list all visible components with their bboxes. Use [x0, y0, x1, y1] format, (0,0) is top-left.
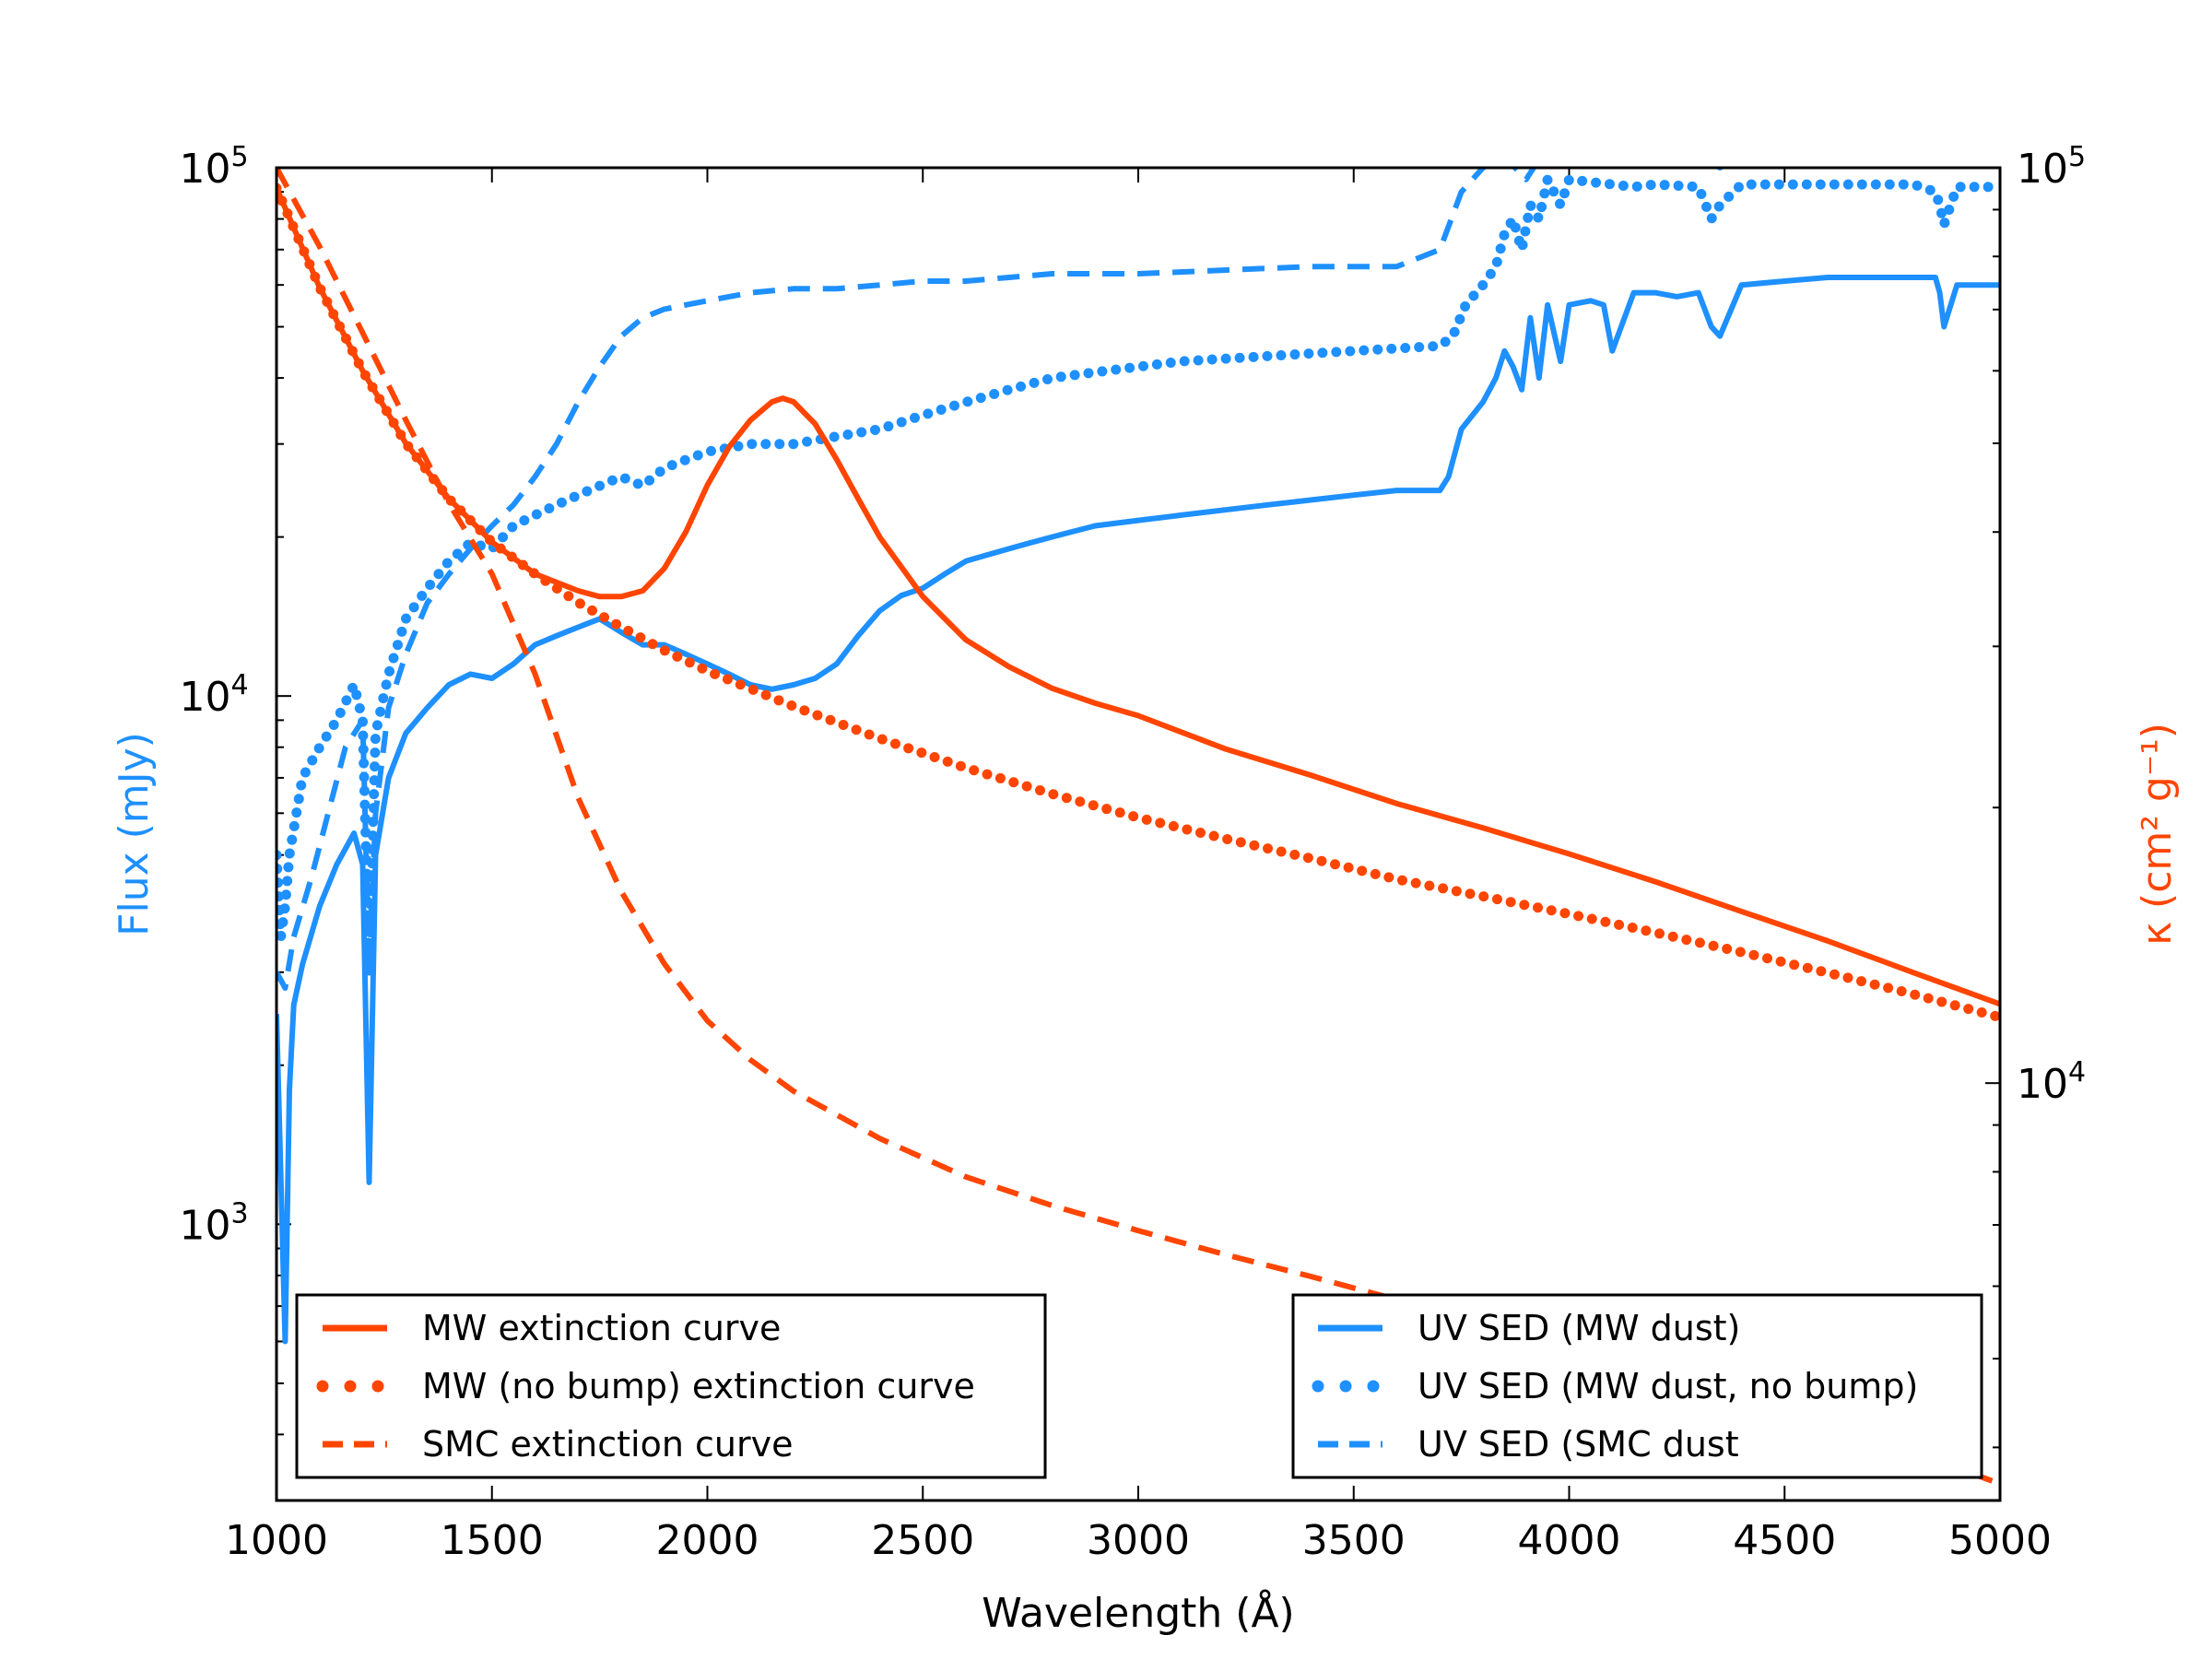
legend-label-sed-smc: UV SED (SMC dust: [1418, 1424, 1739, 1465]
y-tick-label-left-1000: 103: [179, 1197, 248, 1249]
y-axis-title-left: Flux (mJy): [111, 732, 158, 936]
x-tick-label-5000: 5000: [1948, 1517, 2052, 1564]
y-tick-label-exp: 5: [2068, 141, 2086, 173]
y-tick-label-base: 10: [179, 674, 230, 721]
x-tick-label-2500: 2500: [871, 1517, 974, 1564]
y-tick-label-exp: 4: [2068, 1056, 2086, 1088]
legend-extinction: MW extinction curve MW (no bump) extinct…: [295, 1293, 1047, 1479]
legend-label-sed-mw-nobump: UV SED (MW dust, no bump): [1418, 1366, 1918, 1406]
flux-series-uv-sed-smc-dust: [276, 168, 1726, 991]
x-axis-title-text: Wavelength (Å): [982, 1588, 1294, 1637]
legend-label-mw-extinction: MW extinction curve: [422, 1308, 781, 1348]
y-axis-title-right: κ (cm² g⁻¹): [2134, 723, 2181, 946]
y-tick-label-base: 10: [2017, 1061, 2068, 1108]
x-tick-label-1000: 1000: [225, 1517, 328, 1564]
legend-label-sed-mw: UV SED (MW dust): [1418, 1308, 1740, 1348]
y-tick-label-left-100000: 105: [179, 141, 248, 193]
legend-sed: UV SED (MW dust) UV SED (MW dust, no bum…: [1291, 1293, 1983, 1479]
y-axis-title-left-text: Flux (mJy): [111, 732, 158, 936]
legend-label-smc-extinction: SMC extinction curve: [422, 1424, 794, 1465]
flux-series-uv-sed-mw-dust-no-bump: [276, 174, 2000, 978]
x-tick-label-4000: 4000: [1518, 1517, 1621, 1564]
plot-frame: [275, 166, 2002, 1502]
y-tick-label-base: 10: [179, 1202, 230, 1249]
x-tick-label-2000: 2000: [656, 1517, 759, 1564]
x-tick-label-4500: 4500: [1733, 1517, 1836, 1564]
kappa-series-mw-no-bump-extinction-curve: [276, 182, 2000, 1023]
x-tick-label-3000: 3000: [1087, 1517, 1190, 1564]
ticks-layer: 1000 1500 2000 2500 3000 3500 4000 4500 50001031…: [179, 141, 2086, 1564]
plot-background: [276, 168, 2000, 1500]
y-tick-label-base: 10: [179, 146, 230, 193]
x-tick-label-3500: 3500: [1302, 1517, 1406, 1564]
y-tick-label-right-100000: 105: [2017, 141, 2086, 193]
y-tick-label-right-10000: 104: [2017, 1056, 2086, 1108]
x-axis-title: Wavelength (Å): [982, 1588, 1294, 1637]
legend-label-mw-nobump-extinction: MW (no bump) extinction curve: [422, 1366, 975, 1406]
legend-extinction-box: [295, 1293, 1047, 1479]
series-layer: [276, 168, 2000, 1487]
y-tick-label-exp: 5: [230, 141, 248, 173]
y-tick-label-base: 10: [2017, 146, 2068, 193]
legend-sed-box: [1291, 1293, 1983, 1479]
y-tick-label-exp: 3: [230, 1197, 248, 1230]
x-tick-label-1500: 1500: [441, 1517, 544, 1564]
y-tick-label-left-10000: 104: [179, 669, 248, 721]
kappa-series-smc-extinction-curve: [276, 168, 2000, 1487]
flux-series-uv-sed-mw-dust: [276, 275, 2000, 1345]
y-tick-label-exp: 4: [230, 669, 248, 701]
y-axis-title-right-text: κ (cm² g⁻¹): [2134, 723, 2181, 946]
